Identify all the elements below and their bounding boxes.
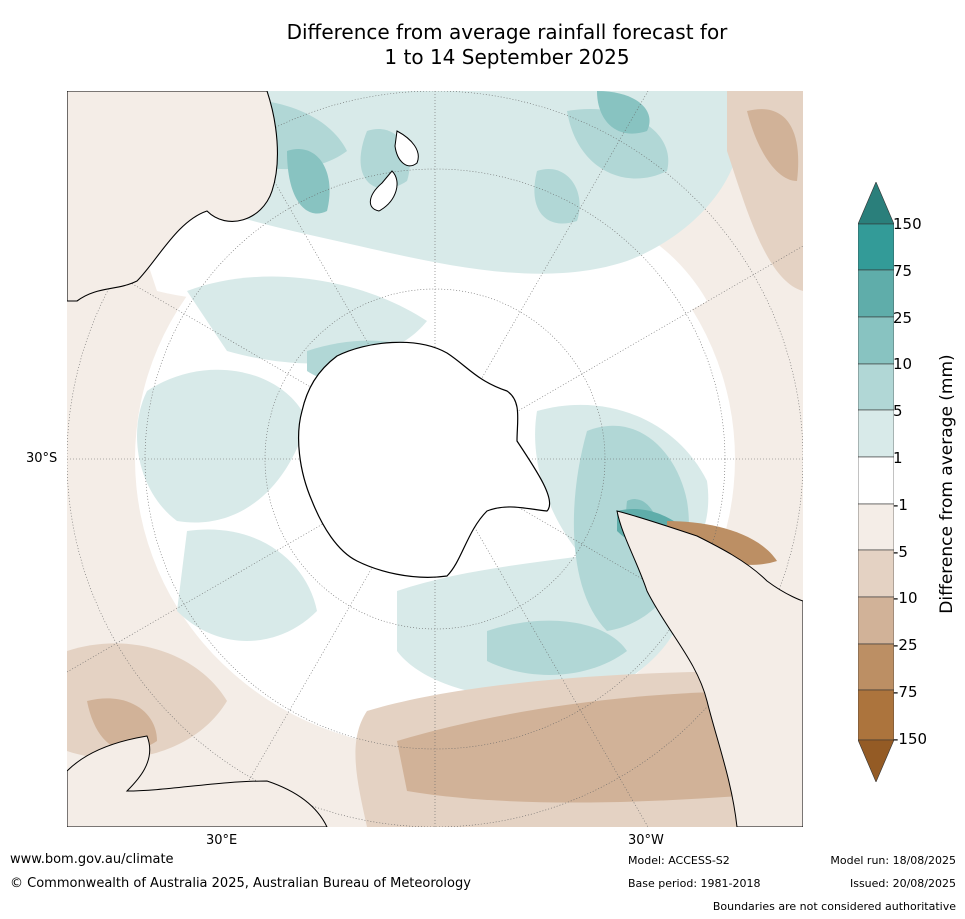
antarctica-coastline [298, 341, 551, 578]
colorbar-title: Difference from average (mm) [937, 354, 957, 614]
colorbar-bin [858, 503, 894, 551]
colorbar-tick: -10 [893, 589, 918, 607]
model-info: Model: ACCESS-S2 [628, 854, 730, 867]
colorbar-bin [858, 643, 894, 691]
wet-anomaly-region [487, 620, 627, 675]
colorbar-tick: -1 [893, 496, 908, 514]
map-canvas [67, 91, 803, 827]
model-run-date: Model run: 18/08/2025 [830, 854, 956, 867]
colorbar-tick: 150 [893, 215, 922, 233]
new-zealand-coastline [369, 130, 419, 212]
colorbar-tick: 75 [893, 262, 913, 280]
colorbar-tick: -75 [893, 683, 918, 701]
colorbar-bin [858, 316, 894, 365]
wet-anomaly-region [137, 369, 307, 523]
colorbar-tick: 25 [893, 309, 913, 327]
colorbar-tick: -5 [893, 543, 908, 561]
boundaries-disclaimer: Boundaries are not considered authoritat… [712, 900, 956, 913]
colorbar-tick: -25 [893, 636, 918, 654]
website-link[interactable]: www.bom.gov.au/climate [10, 852, 174, 867]
wet-anomaly-region [287, 149, 330, 214]
base-period-info: Base period: 1981-2018 [628, 877, 761, 890]
dry-anomaly-region [747, 109, 799, 181]
colorbar [858, 182, 894, 782]
wet-anomaly-region [177, 529, 317, 641]
colorbar-bin [858, 363, 894, 411]
colorbar-bin [858, 689, 894, 741]
colorbar-tick: 10 [893, 355, 913, 373]
colorbar-tick: 5 [893, 402, 903, 420]
colorbar-extend-bottom [858, 739, 894, 782]
issued-date: Issued: 20/08/2025 [849, 877, 956, 890]
title-line-2: 1 to 14 September 2025 [384, 45, 630, 69]
chart-title: Difference from average rainfall forecas… [0, 20, 965, 70]
copyright-notice: © Commonwealth of Australia 2025, Austra… [10, 876, 471, 891]
colorbar-extend-top [858, 182, 894, 225]
colorbar-bin [858, 269, 894, 318]
colorbar-tick: 1 [893, 449, 903, 467]
colorbar-bin [858, 456, 894, 505]
colorbar-bin [858, 223, 894, 271]
title-line-1: Difference from average rainfall forecas… [286, 20, 728, 44]
colorbar-tick: -150 [893, 730, 928, 748]
africa-coastline [67, 735, 328, 827]
colorbar-bin [858, 549, 894, 598]
australia-coastline [67, 91, 278, 302]
wet-anomaly-region [534, 169, 580, 224]
wet-anomaly-region [597, 91, 650, 134]
dry-anomaly-region [397, 691, 803, 803]
colorbar-bin [858, 409, 894, 458]
colorbar-bin [858, 596, 894, 645]
longitude-label-30w: 30°W [628, 833, 664, 848]
longitude-label-30e: 30°E [206, 833, 238, 848]
south-america-coastline [616, 510, 803, 827]
rainfall-anomaly-map[interactable] [67, 91, 803, 827]
latitude-label-30s: 30°S [26, 451, 58, 466]
